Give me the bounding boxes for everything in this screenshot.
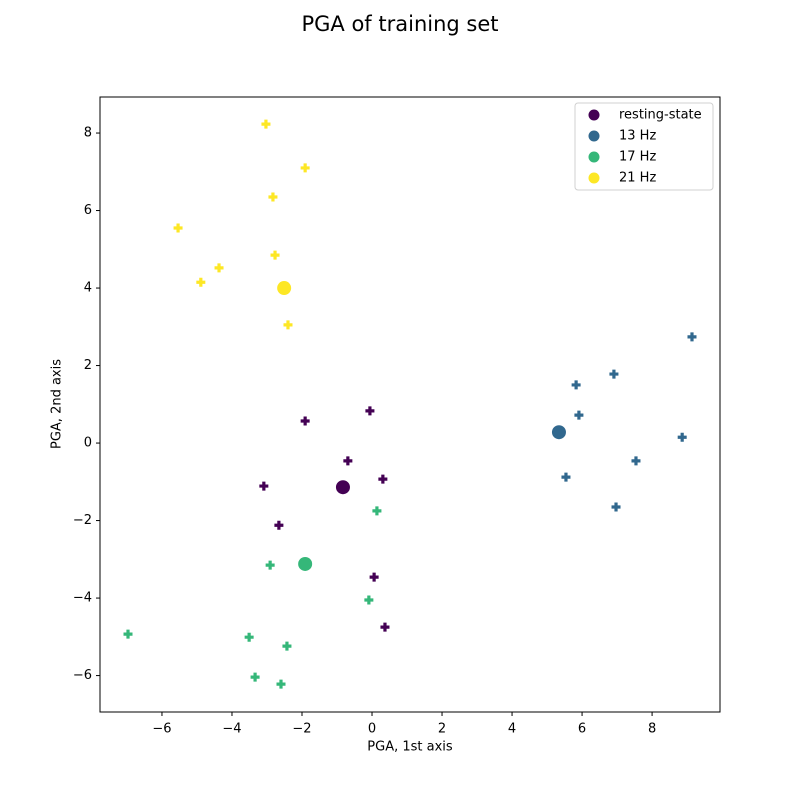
legend-label: 17 Hz [619, 150, 656, 165]
plus-marker [378, 474, 388, 484]
plus-marker [265, 560, 275, 570]
plus-marker [631, 456, 641, 466]
plus-marker [365, 406, 375, 416]
plot-frame [99, 96, 721, 713]
y-tick-label: −4 [73, 591, 92, 606]
plus-marker [372, 506, 382, 516]
y-tick-label: 4 [84, 281, 92, 296]
plus-marker [343, 456, 353, 466]
plus-marker [244, 632, 254, 642]
x-tick-label: 6 [578, 722, 586, 737]
plus-marker [300, 163, 310, 173]
x-tick-label: 8 [648, 722, 656, 737]
plus-marker [276, 679, 286, 689]
plus-marker [364, 595, 374, 605]
x-tick-label: −2 [292, 722, 311, 737]
plus-marker [268, 192, 278, 202]
y-axis-label: PGA, 2nd axis [50, 359, 65, 449]
plus-marker [173, 223, 183, 233]
plus-marker [196, 277, 206, 287]
x-tick-label: −6 [152, 722, 171, 737]
legend-label: resting-state [619, 108, 702, 123]
plus-marker [687, 332, 697, 342]
plus-marker [214, 263, 224, 273]
plus-marker [369, 572, 379, 582]
plus-marker [274, 520, 284, 530]
plus-marker [611, 502, 621, 512]
plus-marker [250, 672, 260, 682]
legend-label: 13 Hz [619, 129, 656, 144]
y-tick-label: 0 [84, 436, 92, 451]
y-tick-label: −6 [73, 668, 92, 683]
plus-marker [259, 481, 269, 491]
x-tick-label: −4 [222, 722, 241, 737]
x-tick-label: 2 [438, 722, 446, 737]
x-axis-label: PGA, 1st axis [367, 740, 453, 755]
mean-marker [551, 425, 566, 440]
plus-marker [609, 369, 619, 379]
legend-marker [588, 130, 600, 142]
mean-marker [298, 556, 313, 571]
y-tick-label: 6 [84, 203, 92, 218]
y-tick-label: 2 [84, 358, 92, 373]
legend-marker [588, 151, 600, 163]
plus-marker [270, 250, 280, 260]
mean-marker [335, 480, 350, 495]
plus-marker [300, 416, 310, 426]
plus-marker [574, 410, 584, 420]
plus-marker [380, 622, 390, 632]
y-tick-label: 8 [84, 126, 92, 141]
chart-title: PGA of training set [301, 12, 498, 36]
x-tick-label: 4 [508, 722, 516, 737]
legend-marker [588, 172, 600, 184]
plus-marker [677, 432, 687, 442]
plus-marker [282, 641, 292, 651]
legend-marker [588, 109, 600, 121]
y-tick-label: −2 [73, 513, 92, 528]
mean-marker [277, 281, 292, 296]
plus-marker [283, 320, 293, 330]
plus-marker [123, 629, 133, 639]
plus-marker [261, 119, 271, 129]
plus-marker [571, 380, 581, 390]
x-tick-label: 0 [368, 722, 376, 737]
legend-label: 21 Hz [619, 171, 656, 186]
plus-marker [561, 472, 571, 482]
legend-box [574, 102, 714, 191]
